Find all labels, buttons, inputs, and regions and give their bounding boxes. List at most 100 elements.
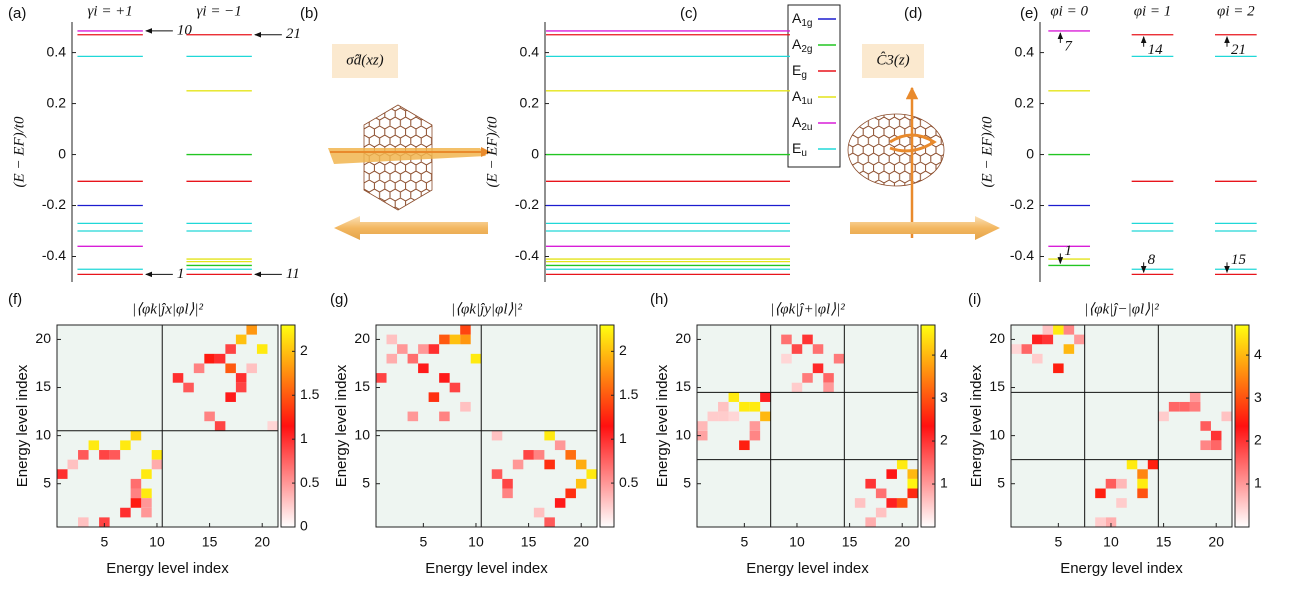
heatmap-cell: [907, 488, 918, 499]
y-tick-label: 10: [354, 426, 370, 442]
heatmap-cell: [1063, 344, 1075, 354]
heatmap-cell: [1063, 325, 1075, 335]
heatmap-cell: [141, 498, 152, 508]
heatmap-cell: [428, 392, 440, 402]
annotation: 11: [286, 266, 300, 282]
label-box: [862, 44, 924, 78]
heatmap-cell: [120, 440, 131, 451]
heatmap-cell: [523, 450, 534, 460]
heatmap-cell: [1105, 517, 1117, 527]
heatmap-cell: [246, 363, 257, 374]
heatmap-cell: [875, 507, 887, 518]
panel-label: (e): [1020, 5, 1038, 22]
heatmap-cell: [739, 440, 750, 451]
y-axis-label: Energy level index: [654, 364, 671, 487]
heatmap-cell: [502, 478, 513, 489]
colorbar-tick-label: 0: [300, 518, 308, 534]
heatmap-cell: [183, 382, 194, 393]
colorbar-tick-label: 1: [619, 430, 627, 446]
x-tick-label: 10: [1103, 534, 1119, 550]
heatmap-cell: [235, 334, 247, 345]
heatmap-cell: [586, 469, 597, 479]
heatmap-cell: [460, 334, 471, 345]
x-tick-label: 10: [149, 534, 165, 550]
x-axis-label: Energy level index: [1060, 560, 1183, 577]
heatmap-cell: [907, 469, 918, 479]
plot-frame: [375, 324, 598, 528]
annotation: 15: [1231, 252, 1247, 268]
heatmap-cell: [823, 382, 834, 393]
x-axis-label: Energy level index: [746, 560, 869, 577]
y-tick-label: 15: [35, 378, 51, 394]
column-title: φi = 2: [1217, 3, 1255, 19]
heatmap-cell: [256, 344, 268, 354]
y-tick-label: 0.4: [47, 43, 67, 59]
heatmap-cell: [1137, 488, 1148, 499]
heatmap-cell: [1200, 440, 1211, 451]
heatmap-cell: [376, 373, 387, 383]
y-tick-label: -0.4: [1010, 247, 1034, 263]
heatmap-cell: [172, 373, 184, 383]
heatmap-cell: [728, 411, 740, 422]
heatmap-cell: [418, 363, 429, 374]
heatmap-cell: [833, 353, 845, 364]
y-tick-label: 0: [1026, 145, 1034, 161]
heatmap-cell: [1126, 459, 1138, 470]
label-box: [332, 44, 398, 78]
x-tick-label: 10: [789, 534, 805, 550]
annotation: 10: [177, 22, 193, 38]
heatmap-cell: [449, 334, 461, 345]
heatmap-cell: [78, 450, 89, 460]
heatmap-cell: [418, 344, 429, 354]
heatmap-cell: [575, 459, 587, 470]
colorbar-tick-label: 0.5: [300, 474, 320, 490]
plot-frame: [696, 324, 919, 528]
heatmap-cell: [896, 459, 908, 470]
annotation: 8: [1148, 252, 1156, 268]
legend-label: Eg: [792, 62, 807, 81]
y-tick-label: -0.4: [42, 247, 66, 263]
y-tick-label: 5: [362, 474, 370, 490]
heatmap-cell: [760, 411, 771, 422]
heatmap-cell: [1042, 334, 1054, 345]
heatmap-cell: [235, 382, 247, 393]
heatmap-cell: [78, 517, 89, 527]
x-tick-label: 20: [254, 534, 270, 550]
chart-title: |⟨φk|ĵx|φl⟩|²: [132, 301, 203, 317]
colorbar-tick-label: 4: [1254, 346, 1262, 362]
heatmap-cell: [718, 411, 729, 422]
y-tick-label: 20: [989, 330, 1005, 346]
colorbar-tick-label: 2: [940, 432, 948, 448]
heatmap-cell: [460, 401, 471, 412]
heatmap-cell: [749, 401, 761, 412]
x-tick-label: 15: [202, 534, 218, 550]
heatmap-cell: [554, 440, 566, 451]
direction-arrow: [850, 216, 1000, 240]
heatmap-cell: [565, 450, 576, 460]
x-axis-label: Energy level index: [106, 560, 229, 577]
y-tick-label: 0.2: [1015, 94, 1035, 110]
heatmap-cell: [1116, 478, 1127, 489]
colorbar-tick-label: 1.5: [300, 386, 320, 402]
panel-label: (g): [330, 291, 348, 308]
heatmap-cell: [439, 373, 450, 383]
heatmap-cell: [246, 325, 257, 335]
heatmap-cell: [386, 334, 398, 345]
colorbar-tick-label: 1: [940, 475, 948, 491]
chart-title: |⟨φk|ĵ+|φl⟩|²: [770, 301, 845, 317]
colorbar-tick-label: 3: [1254, 389, 1262, 405]
heatmap-cell: [130, 488, 142, 499]
heatmap-cell: [1189, 401, 1201, 412]
panel-label: (a): [8, 5, 26, 22]
heatmap-cell: [225, 363, 236, 374]
y-tick-label: 0.2: [520, 94, 540, 110]
heatmap-cell: [1137, 478, 1148, 489]
heatmap-cell: [1137, 469, 1148, 479]
heatmap-cell: [267, 421, 278, 431]
x-tick-label: 5: [1054, 534, 1062, 550]
panel-b: (b) σ̂d(xz): [300, 5, 491, 240]
annotation: 21: [1231, 42, 1246, 58]
heatmap-cell: [151, 459, 163, 470]
heatmap-cell: [439, 411, 450, 422]
